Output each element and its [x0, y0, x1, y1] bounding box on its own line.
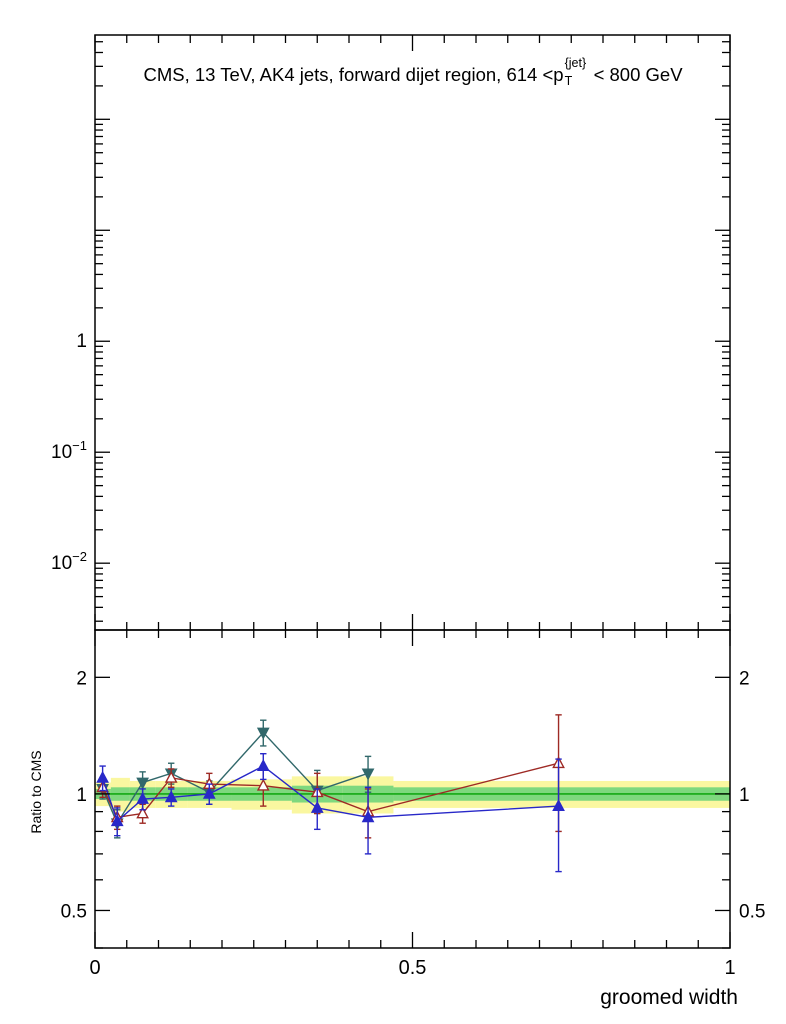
tick-label: 0.5 — [399, 957, 427, 979]
triangle-up-marker — [164, 770, 178, 783]
tick-label: 1 — [76, 331, 87, 352]
tick-label: 1 — [724, 957, 735, 979]
triangle-up-marker — [310, 800, 324, 813]
main-panel-frame — [94, 34, 731, 631]
tick-label: 1 — [76, 785, 87, 806]
tick-label: 10−2 — [51, 549, 87, 574]
plot-root: 1 10−1 10−2 2 2 1 1 0.5 0.5 0 0.5 1 — [51, 34, 765, 979]
triangle-up-marker — [110, 814, 124, 827]
triangle-up-marker — [202, 786, 216, 799]
triangle-down-marker — [256, 727, 270, 740]
triangle-up-marker — [136, 791, 149, 804]
tick-label: 2 — [739, 668, 750, 689]
x-axis-label: groomed width — [600, 986, 738, 1009]
title-text-prefix: CMS, 13 TeV, AK4 jets, forward dijet reg… — [143, 64, 564, 85]
triangle-up-marker — [164, 790, 178, 803]
triangle-up-marker — [361, 810, 375, 823]
triangle-down-marker — [136, 777, 149, 790]
series-blue-filled-up-triangles — [96, 753, 565, 873]
triangle-up-marker — [136, 806, 149, 819]
tick-label: 2 — [76, 668, 87, 689]
axis-tick-labels: 1 10−1 10−2 2 2 1 1 0.5 0.5 0 0.5 1 — [51, 331, 765, 979]
tick-label: 1 — [739, 785, 750, 806]
axis-ticks — [94, 35, 731, 949]
panel-frames — [94, 34, 731, 949]
title-subscript: T — [564, 74, 573, 88]
pt-jet-symbol: {jet} T — [564, 56, 594, 88]
triangle-up-marker — [552, 799, 565, 812]
triangle-down-marker — [361, 768, 375, 781]
plot-title: CMS, 13 TeV, AK4 jets, forward dijet reg… — [40, 56, 786, 88]
tick-label: 0 — [89, 957, 100, 979]
triangle-up-marker — [96, 770, 109, 783]
tick-label: 0.5 — [739, 901, 765, 922]
title-text-suffix: < 800 GeV — [593, 64, 683, 85]
ratio-y-axis-label: Ratio to CMS — [28, 750, 44, 834]
title-superscript: {jet} — [564, 56, 587, 70]
triangle-up-marker — [256, 758, 270, 771]
tick-label: 0.5 — [61, 901, 87, 922]
tick-label: 10−1 — [51, 438, 87, 463]
triangle-up-marker — [256, 778, 270, 791]
